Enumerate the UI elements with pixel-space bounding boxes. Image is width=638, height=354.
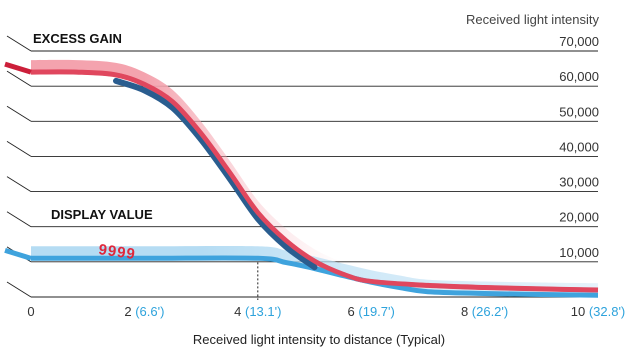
x-tick-label: 8 (26.2')	[461, 304, 508, 319]
x-tick-feet: (32.8')	[585, 304, 625, 319]
excess-gain-line-top	[30, 69, 599, 293]
y-tick-label: 10,000	[559, 245, 599, 260]
y-tick-label: 60,000	[559, 69, 599, 84]
x-tick-label: 0	[27, 304, 34, 319]
grid-lines	[6, 35, 598, 298]
grid-line-slant	[6, 281, 32, 298]
display-value-band	[31, 245, 598, 296]
y-tick-label: 70,000	[559, 34, 599, 49]
x-tick-label: 4 (13.1')	[234, 304, 281, 319]
x-tick-meters: 8	[461, 304, 468, 319]
display-digits: 9999	[97, 241, 136, 263]
y-tick-label: 30,000	[559, 175, 599, 190]
x-tick-meters: 6	[348, 304, 355, 319]
excess-gain-label: EXCESS GAIN	[33, 31, 122, 46]
grid-line-slant	[6, 141, 32, 157]
x-tick-meters: 0	[27, 304, 34, 319]
x-tick-label: 6 (19.7')	[348, 304, 395, 319]
x-tick-feet: (13.1')	[241, 304, 281, 319]
display-value-label: DISPLAY VALUE	[51, 207, 153, 222]
y-tick-label: 20,000	[559, 210, 599, 225]
x-tick-feet: (6.6')	[132, 304, 165, 319]
grid-line-slant	[6, 211, 32, 228]
x-axis-title: Received light intensity to distance (Ty…	[193, 332, 445, 347]
x-tick-label: 2 (6.6')	[124, 304, 164, 319]
series-lines	[4, 61, 599, 298]
y-tick-label: 40,000	[559, 139, 599, 154]
y-tick-label: 50,000	[559, 104, 599, 119]
grid-line-slant	[6, 70, 32, 87]
x-tick-meters: 10	[571, 304, 585, 319]
series-bands	[31, 59, 598, 296]
x-tick-meters: 4	[234, 304, 241, 319]
x-tick-feet: (26.2')	[468, 304, 508, 319]
display-value-start	[4, 247, 32, 261]
grid-line-slant	[6, 35, 32, 52]
excess-gain-start	[4, 61, 32, 75]
overlap-band	[113, 77, 318, 271]
x-tick-feet: (19.7')	[355, 304, 395, 319]
x-tick-label: 10 (32.8')	[571, 304, 626, 319]
grid-line-slant	[6, 105, 32, 122]
y-axis-title: Received light intensity	[466, 12, 599, 27]
chart-text: Received light intensity Received light …	[27, 12, 625, 347]
x-tick-meters: 2	[124, 304, 131, 319]
grid-line-slant	[6, 176, 32, 192]
